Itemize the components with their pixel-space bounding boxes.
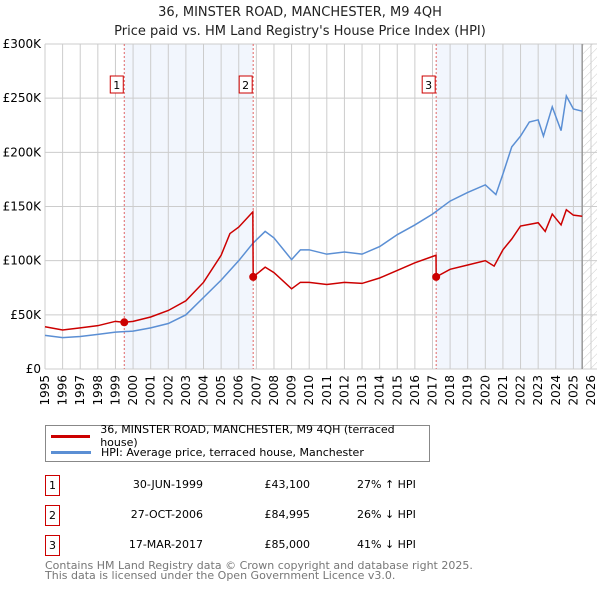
x-tick-label: 2025 (566, 375, 580, 406)
x-tick-label: 2010 (302, 375, 316, 406)
x-tick-label: 2020 (478, 375, 492, 406)
sale-point (432, 272, 441, 281)
x-tick-label: 2014 (373, 375, 387, 406)
y-tick-label: £150K (3, 200, 43, 214)
x-tick-label: 2005 (214, 375, 228, 406)
sale-row: 3 17-MAR-2017 £85,000 41% ↓ HPI (45, 535, 465, 556)
x-tick-label: 2004 (197, 375, 211, 406)
sale-hpi-diff: 41% ↓ HPI (357, 538, 416, 551)
sale-number-box: 2 (45, 505, 60, 526)
hpi-line (44, 93, 583, 339)
x-tick-label: 2026 (584, 375, 598, 406)
chart-subtitle: Price paid vs. HM Land Registry's House … (114, 24, 486, 39)
legend-label-property: 36, MINSTER ROAD, MANCHESTER, M9 4QH (te… (100, 423, 395, 449)
sale-date: 27-OCT-2006 (130, 508, 203, 521)
x-tick-label: 1997 (73, 375, 87, 406)
sale-date: 17-MAR-2017 (128, 538, 203, 551)
x-tick-label: 2000 (126, 375, 140, 406)
x-tick-label: 2021 (496, 375, 510, 406)
property-price-line (44, 208, 583, 331)
sale-price: £85,000 (264, 538, 311, 551)
y-tick-label: £250K (3, 91, 43, 105)
sale-row: 2 27-OCT-2006 £84,995 26% ↓ HPI (45, 505, 465, 526)
x-tick-label: 2022 (514, 375, 528, 406)
x-tick-label: 2016 (408, 375, 422, 406)
sale-hpi-diff: 27% ↑ HPI (357, 478, 416, 491)
y-tick-label: £200K (3, 145, 43, 159)
x-tick-label: 2012 (337, 375, 351, 406)
y-tick-label: £100K (3, 254, 43, 268)
sale-row: 1 30-JUN-1999 £43,100 27% ↑ HPI (45, 475, 465, 496)
footer-licence: This data is licensed under the Open Gov… (45, 569, 396, 582)
sale-marker-label: 2 (242, 79, 249, 92)
x-tick-label: 1999 (108, 375, 122, 406)
x-tick-label: 2017 (425, 375, 439, 406)
x-tick-label: 1998 (91, 375, 105, 406)
x-tick-label: 2001 (144, 375, 158, 406)
x-tick-label: 2007 (249, 375, 263, 406)
y-tick-label: £50K (10, 308, 42, 322)
sale-point (249, 272, 258, 281)
x-tick-label: 1996 (56, 375, 70, 406)
sale-price: £43,100 (264, 478, 311, 491)
sale-marker-label: 3 (425, 79, 432, 92)
sale-number-box: 3 (45, 535, 60, 556)
x-tick-label: 2006 (232, 375, 246, 406)
x-tick-label: 2023 (531, 375, 545, 406)
x-tick-label: 2002 (161, 375, 175, 406)
sale-date: 30-JUN-1999 (132, 478, 203, 491)
sale-number-box: 1 (45, 475, 60, 496)
footer-copyright: Contains HM Land Registry data © Crown c… (45, 559, 473, 572)
sale-marker-box (421, 75, 436, 94)
sale-price: £84,995 (264, 508, 311, 521)
y-tick-label: £300K (3, 37, 43, 51)
x-tick-label: 1995 (38, 375, 52, 406)
x-tick-label: 2013 (355, 375, 369, 406)
legend: 36, MINSTER ROAD, MANCHESTER, M9 4QH (te… (45, 423, 430, 462)
x-tick-label: 2011 (320, 375, 334, 406)
legend-swatch-hpi (51, 450, 91, 454)
legend-label-hpi: HPI: Average price, terraced house, Manc… (101, 445, 364, 459)
x-tick-label: 2008 (267, 375, 281, 406)
x-tick-label: 2019 (461, 375, 475, 406)
price-chart: 1995 1996 1997 1998 1999 2000 2001 2002 2003 2004… (3, 37, 598, 406)
sale-marker-box (238, 75, 253, 94)
chart-title: 36, MINSTER ROAD, MANCHESTER, M9 4QH (158, 5, 442, 20)
x-tick-label: 2009 (285, 375, 299, 406)
sale-hpi-diff: 26% ↓ HPI (357, 508, 416, 521)
y-tick-label: £0 (26, 362, 41, 376)
sale-marker-box (109, 75, 124, 94)
x-tick-label: 2018 (443, 375, 457, 406)
x-tick-label: 2015 (390, 375, 404, 406)
x-tick-label: 2003 (179, 375, 193, 406)
sale-point (120, 318, 129, 327)
legend-swatch-property (51, 434, 91, 438)
sale-marker-label: 1 (113, 79, 120, 92)
x-tick-label: 2024 (549, 375, 563, 406)
